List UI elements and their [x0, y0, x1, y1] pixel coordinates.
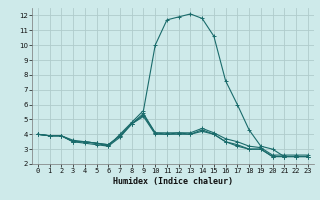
- X-axis label: Humidex (Indice chaleur): Humidex (Indice chaleur): [113, 177, 233, 186]
